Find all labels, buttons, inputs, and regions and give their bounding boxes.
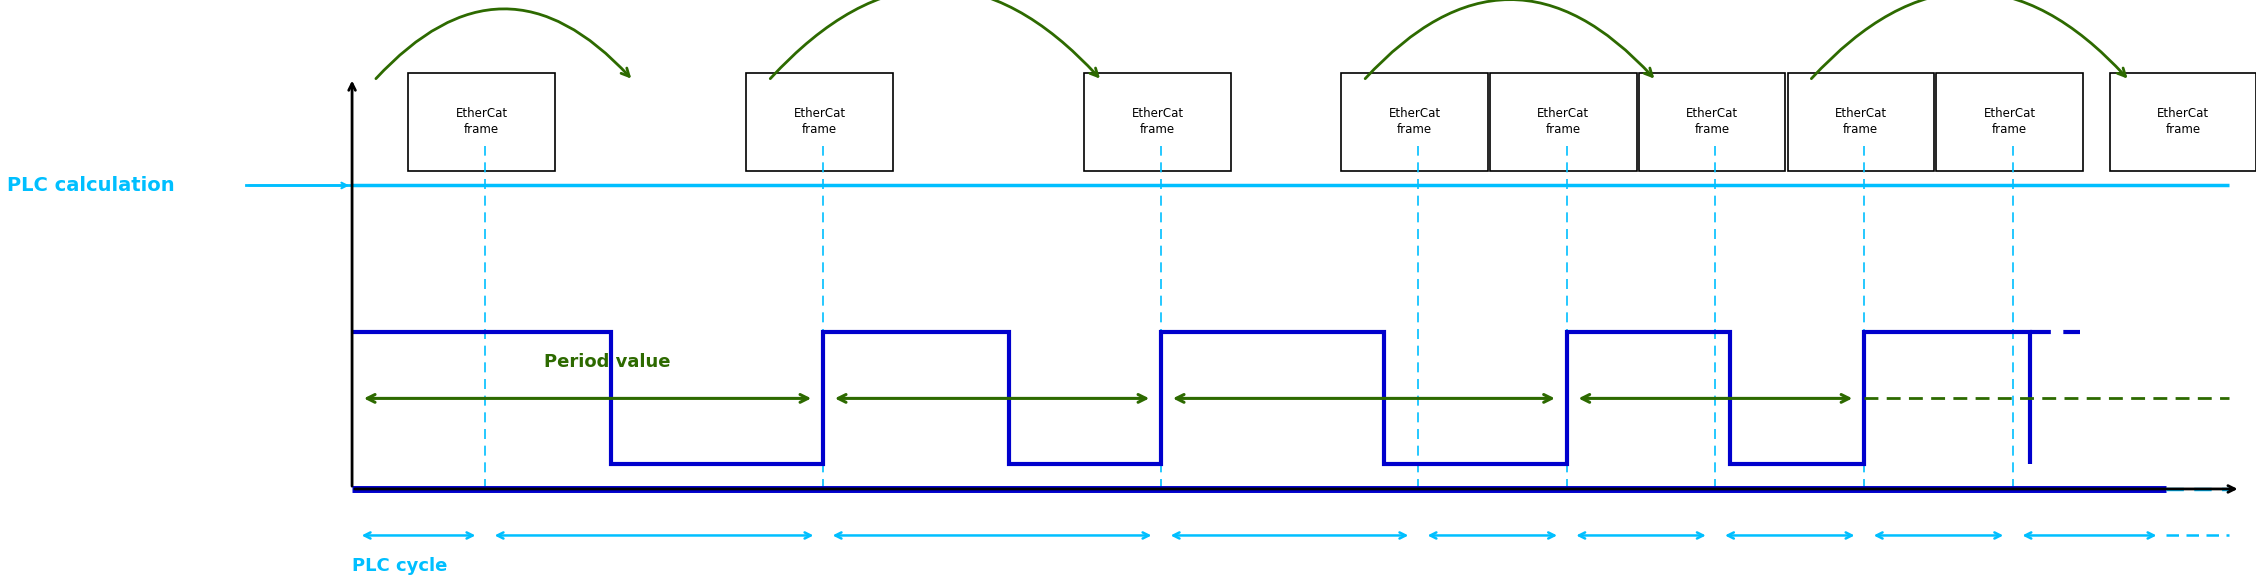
Text: PLC cycle: PLC cycle — [352, 558, 447, 576]
Text: EtherCat
frame: EtherCat frame — [1983, 107, 2035, 136]
FancyBboxPatch shape — [1491, 73, 1636, 171]
Text: Period value: Period value — [544, 354, 671, 372]
FancyBboxPatch shape — [745, 73, 892, 171]
FancyBboxPatch shape — [1787, 73, 1934, 171]
Text: EtherCat
frame: EtherCat frame — [1389, 107, 1441, 136]
Text: EtherCat
frame: EtherCat frame — [1536, 107, 1590, 136]
FancyBboxPatch shape — [1342, 73, 1489, 171]
FancyBboxPatch shape — [1084, 73, 1231, 171]
FancyBboxPatch shape — [1638, 73, 1785, 171]
FancyBboxPatch shape — [1936, 73, 2083, 171]
Text: EtherCat
frame: EtherCat frame — [1834, 107, 1886, 136]
Text: EtherCat
frame: EtherCat frame — [2157, 107, 2209, 136]
Text: EtherCat
frame: EtherCat frame — [456, 107, 508, 136]
FancyBboxPatch shape — [409, 73, 556, 171]
FancyBboxPatch shape — [2110, 73, 2257, 171]
Text: EtherCat
frame: EtherCat frame — [1132, 107, 1184, 136]
Text: EtherCat
frame: EtherCat frame — [1685, 107, 1737, 136]
Text: PLC calculation: PLC calculation — [7, 176, 174, 195]
Text: EtherCat
frame: EtherCat frame — [793, 107, 845, 136]
